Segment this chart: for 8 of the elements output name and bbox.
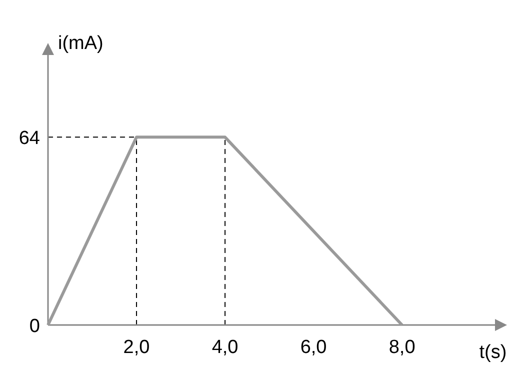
x-tick-label: 2,0 [123,337,150,358]
y-tick-label: 0 [29,316,40,337]
x-tick-label: 4,0 [212,337,238,358]
x-axis-title: t(s) [479,342,507,363]
x-tick-label: 8,0 [388,337,416,358]
x-tick-label: 6,0 [300,337,327,358]
y-axis-title: i(mA) [58,33,104,54]
y-tick-label: 64 [18,128,40,150]
